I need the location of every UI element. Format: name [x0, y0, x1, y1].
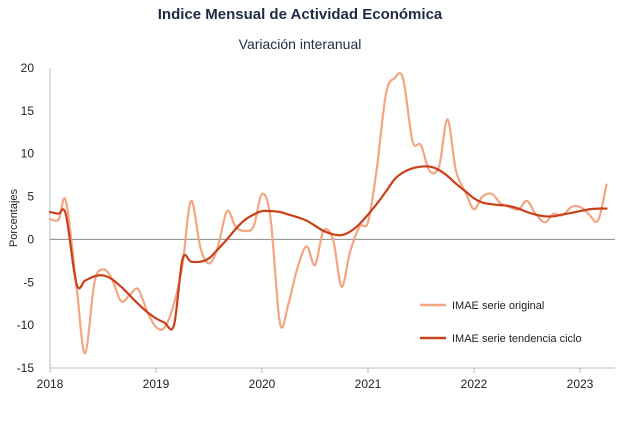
y-tick-label: -10: [17, 318, 35, 332]
chart-legend: IMAE serie original IMAE serie tendencia …: [420, 300, 582, 345]
x-tick-label: 2020: [249, 377, 276, 391]
x-tick-label: 2018: [37, 377, 64, 391]
chart-title: Indice Mensual de Actividad Económica: [157, 6, 443, 23]
chart-subtitle: Variación interanual: [238, 36, 362, 52]
y-tick-label: -15: [17, 361, 35, 375]
y-tick-label: 15: [21, 104, 35, 118]
series-trend-line: [48, 165, 608, 331]
x-tick-label: 2022: [461, 377, 488, 391]
legend-label-trend: IMAE serie tendencia ciclo: [452, 333, 582, 345]
y-tick-label: 5: [27, 190, 34, 204]
chart-series: [48, 71, 608, 355]
y-tick-label: 10: [21, 147, 35, 161]
y-axis-label: Porcentajes: [8, 188, 20, 247]
x-tick-label: 2019: [143, 377, 170, 391]
x-tick-label: 2023: [567, 377, 594, 391]
y-tick-label: 0: [27, 232, 34, 246]
x-tick-label: 2021: [355, 377, 382, 391]
y-tick-label: -5: [23, 275, 34, 289]
y-tick-label: 20: [21, 61, 35, 75]
legend-label-original: IMAE serie original: [452, 300, 544, 312]
